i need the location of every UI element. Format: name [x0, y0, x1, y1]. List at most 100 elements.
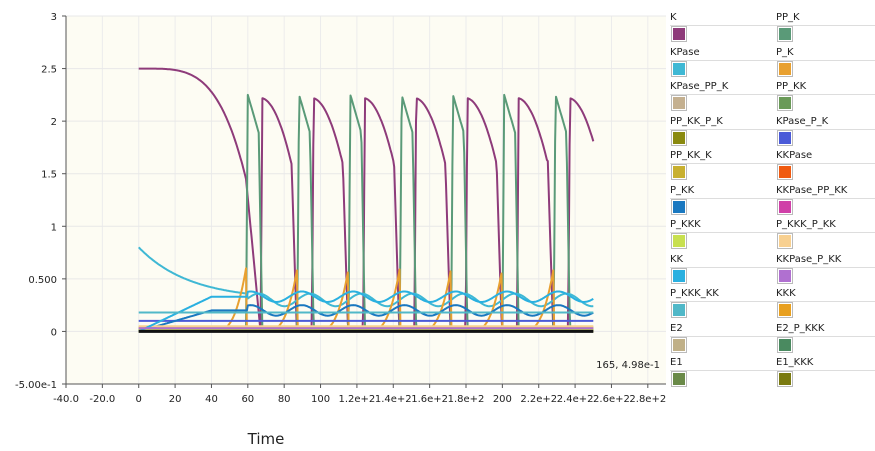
legend-swatch	[671, 26, 687, 42]
legend-item[interactable]: KK	[670, 254, 770, 288]
legend-label: K	[670, 12, 677, 23]
legend-separator	[670, 266, 875, 268]
legend-swatch	[671, 95, 687, 111]
y-tick-labels: -5.00e-1 0 0.500 1 1.5 2 2.5 3	[15, 12, 66, 391]
legend-swatch	[777, 95, 793, 111]
x-tick-label: 1.4e+2	[375, 394, 412, 405]
legend-item[interactable]: E1	[670, 357, 770, 391]
legend-swatch	[671, 371, 687, 387]
legend-swatch	[671, 198, 687, 215]
legend-label: PP_K	[776, 12, 800, 23]
legend-label: KPase_PP_K	[670, 81, 729, 92]
legend-swatch	[777, 267, 793, 284]
legend-swatch	[671, 129, 687, 146]
legend-separator	[670, 128, 875, 130]
legend-item[interactable]: K	[670, 12, 770, 46]
legend-swatch	[777, 60, 793, 77]
legend-swatch	[671, 164, 687, 180]
legend-swatch	[777, 164, 793, 180]
legend-item[interactable]: PP_K	[776, 12, 875, 46]
x-tick-label: 2.4e+2	[557, 394, 594, 405]
legend-item[interactable]: PP_KK_P_K	[670, 116, 770, 150]
x-tick-label: 1.6e+2	[411, 394, 448, 405]
legend-swatch	[777, 336, 793, 353]
y-tick-label: 0.500	[28, 275, 57, 286]
legend-item[interactable]: E2	[670, 323, 770, 357]
x-tick-label: -20.0	[89, 394, 115, 405]
x-tick-label: 2.8e+2	[629, 394, 666, 405]
legend-item[interactable]: KKPase_PP_KK	[776, 185, 875, 219]
legend-separator	[670, 25, 875, 26]
legend-swatch	[777, 302, 793, 318]
legend-label: KKPase_PP_KK	[776, 184, 848, 196]
legend-separator	[670, 301, 875, 302]
legend-swatch	[671, 267, 687, 284]
x-tick-label: 200	[493, 394, 512, 405]
legend-swatch	[777, 26, 793, 42]
legend-item[interactable]: P_KK	[670, 185, 770, 219]
legend-label: KKPase	[776, 150, 813, 161]
legend-label: PP_KK	[776, 81, 807, 92]
y-tick-label: -5.00e-1	[15, 380, 57, 391]
legend-swatch	[671, 233, 687, 249]
legend-item[interactable]: P_KKK	[670, 219, 770, 253]
legend-label: KPase_P_K	[776, 115, 829, 127]
legend-separator	[670, 94, 875, 95]
legend-item[interactable]: KKPase_P_KK	[776, 254, 875, 288]
legend-swatch	[777, 233, 793, 249]
cursor-readout: 165, 4.98e-1	[596, 360, 660, 371]
x-tick-label: 1.2e+2	[339, 394, 376, 405]
legend-swatch	[671, 60, 687, 77]
legend-separator	[670, 232, 875, 233]
x-axis-title: Time	[247, 430, 285, 448]
x-tick-label: -40.0	[53, 394, 79, 405]
legend-swatch	[671, 302, 687, 318]
axes	[65, 16, 666, 385]
x-tick-label: 40	[205, 394, 218, 405]
series-kpase	[137, 246, 594, 308]
legend-swatch	[777, 129, 793, 146]
legend-label: E1_KKK	[776, 357, 814, 368]
legend-label: P_KKK	[670, 219, 701, 230]
legend-item[interactable]: KPase	[670, 47, 770, 81]
legend-label: E2_P_KKK	[776, 322, 825, 334]
x-tick-label: 2.6e+2	[593, 394, 630, 405]
legend-item[interactable]: PP_KK_K	[670, 150, 770, 184]
legend-item[interactable]: PP_KK	[776, 81, 875, 115]
legend-item[interactable]: KKK	[776, 288, 875, 322]
x-tick-label: 60	[241, 394, 254, 405]
legend-label: P_KK	[670, 184, 695, 196]
legend-swatch	[671, 336, 687, 353]
legend-item[interactable]: KKPase	[776, 150, 875, 184]
legend-item[interactable]: P_KKK_KK	[670, 288, 770, 322]
legend-item[interactable]: E2_P_KKK	[776, 323, 875, 357]
series-layer	[137, 67, 595, 333]
x-tick-label: 1.8e+2	[448, 394, 485, 405]
legend-item[interactable]: P_K	[776, 47, 875, 81]
x-tick-label: 0	[136, 394, 142, 405]
legend-item[interactable]: KPase_PP_K	[670, 81, 770, 115]
legend-item[interactable]: P_KKK_P_KK	[776, 219, 875, 253]
legend-label: E2	[670, 322, 683, 334]
y-tick-label: 2.5	[41, 65, 57, 76]
legend-label: P_K	[776, 46, 794, 58]
y-tick-label: 1	[51, 222, 57, 233]
x-tick-label: 100	[311, 394, 330, 405]
y-tick-label: 3	[51, 12, 57, 23]
x-tick-label: 2.2e+2	[520, 394, 557, 405]
legend-item[interactable]: KPase_P_K	[776, 116, 875, 150]
legend-swatch	[777, 198, 793, 215]
series-kk	[138, 290, 594, 333]
series-p-kk	[138, 304, 594, 333]
x-tick-labels: -40.0 -20.0 0 20 40 60 80 100 1.2e+2 1.4e+2 1.6e+2…	[53, 384, 666, 405]
legend-label: PP_KK_P_K	[670, 115, 723, 127]
legend-separator	[670, 197, 875, 199]
legend-separator	[670, 370, 875, 371]
y-tick-label: 0	[51, 327, 57, 338]
legend-swatch	[777, 371, 793, 387]
legend-label: P_KKK_P_KK	[776, 219, 836, 230]
legend-label: KK	[670, 253, 684, 265]
y-tick-label: 2	[51, 117, 57, 128]
legend-item[interactable]: E1_KKK	[776, 357, 875, 391]
